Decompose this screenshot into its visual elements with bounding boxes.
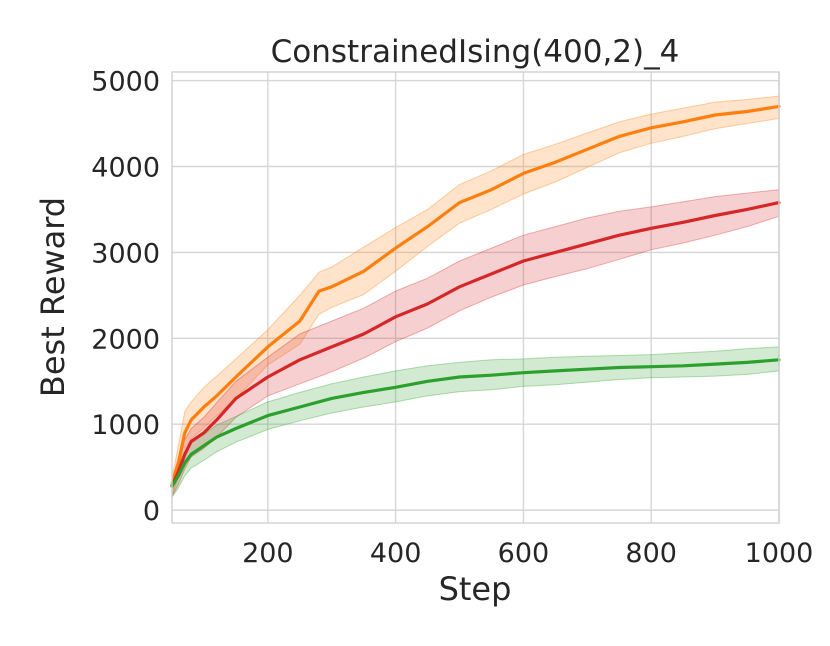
x-tick-label: 400 xyxy=(370,538,422,569)
series-3-line xyxy=(170,358,781,488)
series-lines xyxy=(170,104,781,488)
y-tick-label: 5000 xyxy=(91,67,160,98)
series-1-line xyxy=(170,104,781,486)
x-tick-label: 800 xyxy=(625,538,677,569)
x-axis-title: Step xyxy=(439,570,512,608)
x-tick-label: 1000 xyxy=(745,538,814,569)
y-tick-label: 3000 xyxy=(91,238,160,269)
y-tick-label: 2000 xyxy=(91,324,160,355)
grid xyxy=(172,72,780,523)
y-tick-label: 4000 xyxy=(91,152,160,183)
x-tick-label: 600 xyxy=(498,538,550,569)
chart-title: ConstrainedIsing(400,2)_4 xyxy=(271,34,680,70)
plot-frame xyxy=(171,71,780,524)
x-tick-labels: 200 400 600 800 1000 xyxy=(242,538,813,569)
y-tick-label: 0 xyxy=(143,496,160,527)
y-tick-labels: 0 1000 2000 3000 4000 5000 xyxy=(91,67,160,528)
y-axis-title: Best Reward xyxy=(34,197,72,397)
y-tick-label: 1000 xyxy=(91,410,160,441)
x-tick-label: 200 xyxy=(242,538,294,569)
series-2-line xyxy=(170,201,781,488)
